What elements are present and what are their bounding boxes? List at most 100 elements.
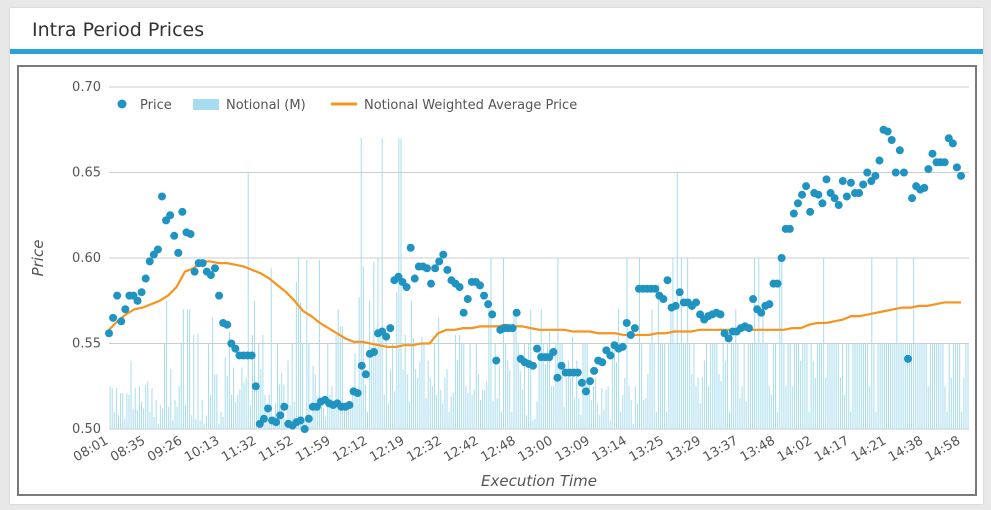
notional-bar [856,343,858,429]
x-tick-label: 14:38 [886,433,926,465]
notional-bar [883,343,885,429]
notional-bar [888,343,890,429]
notional-bar [777,411,779,429]
price-point [789,209,798,218]
price-point [459,308,468,317]
notional-bar [410,300,412,429]
notional-bar [789,343,791,429]
notional-bar [603,410,605,429]
notional-bar [628,386,630,429]
notional-bar [538,343,540,429]
notional-bar [754,258,756,429]
notional-bar [459,334,461,429]
price-point [586,377,595,386]
notional-bar [555,343,557,429]
notional-bar [134,387,136,429]
notional-bar [768,386,770,429]
price-panel: Intra Period Prices 0.70 0.65 0.60 0.55 0.50… [10,8,983,504]
notional-bar [289,405,291,429]
notional-bar [515,309,517,429]
notional-bar [297,258,299,429]
price-point [651,284,660,293]
notional-bar [651,309,653,429]
price-point [402,283,411,292]
notional-bar [404,334,406,429]
notional-bar [749,343,751,429]
notional-bar [772,343,774,429]
price-point [822,175,831,184]
notional-bar [540,309,542,429]
notional-bar [860,343,862,429]
notional-bar [766,343,768,429]
notional-bar [526,415,528,429]
notional-bar [492,401,494,429]
notional-bar [306,259,308,429]
notional-bar [808,411,810,429]
notional-bar [174,399,176,429]
notional-bar [620,411,622,429]
notional-bar [168,406,170,429]
notional-bar [839,377,841,429]
legend: Price Notional (M) Notional Weighted Avera… [117,98,577,113]
notional-bar [641,343,643,429]
price-point [463,295,472,304]
price-point [798,190,807,199]
notional-bar [467,393,469,429]
notional-bar [534,418,536,429]
price-point [121,305,130,314]
notional-bar [902,343,904,429]
notional-bar [427,360,429,429]
notional-bar [689,343,691,429]
notional-bar [680,258,682,429]
x-tick-label: 11:59 [293,433,333,465]
x-tick-label: 08:35 [108,433,148,465]
notional-bar [274,403,276,429]
price-point [577,378,586,387]
notional-bar [454,334,456,429]
notional-bar [193,334,195,429]
price-point [475,281,484,290]
x-tick-label: 12:32 [404,433,444,465]
price-point [818,199,827,208]
notional-bar [590,399,592,429]
notional-bar [559,343,561,429]
notional-bar [731,343,733,429]
price-point [272,418,281,427]
notional-bar [662,343,664,429]
price-point [606,351,615,360]
notional-bar [611,343,613,429]
notional-bar [875,411,877,429]
price-point [263,404,272,413]
notional-bar [145,384,147,429]
notional-bar [214,374,216,429]
notional-bar [595,377,597,429]
notional-bar [216,374,218,429]
notional-bar [814,377,816,429]
notional-bar [733,343,735,429]
notional-bar [837,343,839,429]
price-point [757,308,766,317]
notional-bar [747,343,749,429]
notional-bar [197,333,199,429]
notional-bar [507,360,509,429]
notional-bar [513,309,515,429]
notional-bar [708,386,710,429]
notional-bar [226,375,228,429]
price-point [785,224,794,233]
notional-bar [546,343,548,429]
notional-bar [425,398,427,429]
notional-bar [279,384,281,429]
notional-bar [456,360,458,429]
notional-bar [277,343,279,429]
price-point [618,342,627,351]
price-point [630,324,639,333]
intra-period-prices-chart[interactable]: 0.70 0.65 0.60 0.55 0.5008:0108:3509:2610:13… [19,67,975,494]
notional-bar [408,401,410,429]
price-point [749,295,758,304]
notional-bar [965,343,967,429]
price-point [198,259,207,268]
notional-bar [308,343,310,429]
notional-bar [616,362,618,429]
notional-bar [147,381,149,429]
notional-bar [624,377,626,429]
